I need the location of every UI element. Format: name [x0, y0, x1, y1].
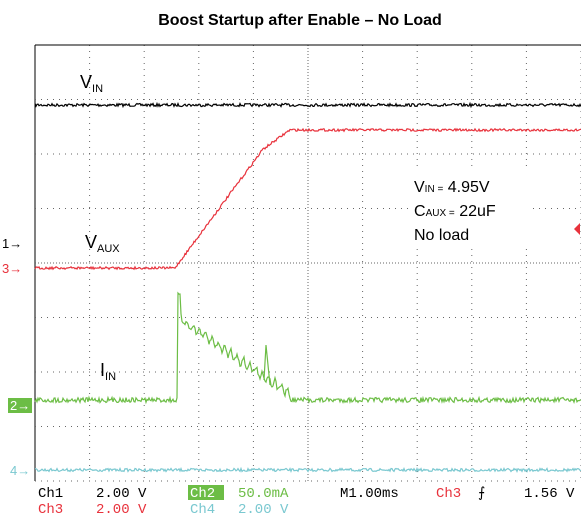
status-text: ⨍ — [478, 486, 485, 502]
iin-label: IIN — [100, 360, 116, 383]
status-text: 2.00 V — [96, 486, 147, 502]
status-text: Ch3 — [38, 502, 63, 518]
ch2-marker: 2→ — [10, 398, 30, 413]
waveform — [34, 291, 581, 405]
ch4-marker: 4→ — [10, 463, 30, 478]
ch2-status-bg — [188, 485, 224, 500]
ch1-marker: 1→ — [2, 236, 22, 251]
annotation-line: No load — [414, 227, 469, 244]
waveform — [263, 344, 271, 386]
trigger-marker — [574, 223, 580, 235]
waveform — [34, 466, 581, 473]
status-text: Ch1 — [38, 486, 63, 502]
status-text: 2.00 V — [96, 502, 147, 518]
vaux-label: VAUX — [85, 232, 120, 255]
status-text: 50.0mA — [238, 486, 289, 502]
title: Boost Startup after Enable – No Load — [158, 12, 442, 29]
waveform — [34, 101, 581, 109]
status-text: M1.00ms — [340, 486, 399, 502]
annotation-line: CAUX = 22uF — [414, 203, 496, 220]
status-text: Ch2 — [190, 486, 215, 502]
status-text: 2.00 V — [238, 502, 289, 518]
status-text: Ch3 — [436, 486, 461, 502]
annotation-line: VIN = 4.95V — [414, 179, 490, 196]
status-text: Ch4 — [190, 502, 215, 518]
vin-label: VIN — [80, 72, 103, 95]
waveform — [34, 127, 581, 271]
ch3-marker: 3→ — [2, 261, 22, 276]
status-text: 1.56 V — [524, 486, 575, 502]
waveforms — [34, 101, 581, 473]
graticule — [34, 44, 581, 482]
annotation-bg — [408, 170, 528, 245]
ch2-marker-bg — [8, 398, 32, 413]
